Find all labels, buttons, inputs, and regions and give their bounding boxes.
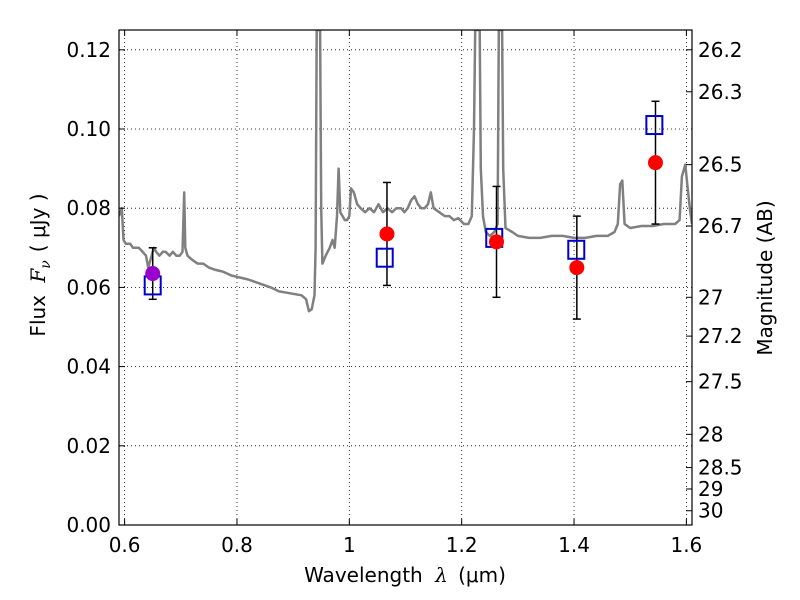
model-photometry-square — [375, 247, 394, 268]
axis-ticks: 0.6 0.8 1 1.2 1.4 1.6 0.00 0.02 0.04 0.06 0.08 0.10… — [66, 30, 743, 557]
observed-flux-point — [569, 260, 585, 276]
y2-tick-label: 27.5 — [698, 370, 743, 394]
x-tick-label: 1 — [343, 533, 356, 557]
y-tick-label: 0.12 — [66, 38, 111, 62]
y2-tick-label: 26.3 — [698, 80, 743, 104]
observed-flux-point — [379, 226, 395, 242]
plot-area — [119, 30, 692, 320]
grid-lines — [119, 30, 692, 525]
y2-tick-label: 26.7 — [698, 214, 743, 238]
y-axis-label: Flux Fν( μJy ) — [26, 193, 54, 336]
observed-flux-point — [145, 266, 161, 282]
x-tick-label: 0.8 — [221, 533, 253, 557]
y-tick-label: 0.10 — [66, 117, 111, 141]
y2-tick-label: 26.5 — [698, 153, 743, 177]
y-tick-label: 0.06 — [66, 275, 111, 299]
model-spectrum-line — [119, 30, 692, 313]
model-photometry-square — [645, 115, 664, 136]
x-tick-label: 0.6 — [109, 533, 141, 557]
y-tick-label: 0.04 — [66, 355, 111, 379]
y-tick-label: 0.02 — [66, 434, 111, 458]
y2-axis-label: Magnitude (AB) — [753, 200, 777, 355]
y2-tick-label: 27.2 — [698, 324, 743, 348]
y2-tick-label: 26.2 — [698, 38, 743, 62]
y2-tick-label: 28 — [698, 422, 723, 446]
y2-tick-label: 27 — [698, 285, 723, 309]
y2-tick-label: 30 — [698, 499, 723, 523]
x-tick-label: 1.6 — [670, 533, 702, 557]
y-tick-label: 0.08 — [66, 196, 111, 220]
y-tick-label: 0.00 — [66, 513, 111, 537]
x-axis-label: Wavelength λ (μm) — [304, 563, 506, 587]
model-photometry-square — [567, 239, 586, 260]
plot-frame — [118, 29, 693, 526]
x-tick-label: 1.4 — [558, 533, 590, 557]
y2-tick-label: 28.5 — [698, 456, 743, 480]
observed-flux-point — [647, 155, 663, 171]
observed-flux-point — [489, 234, 505, 250]
x-tick-label: 1.2 — [446, 533, 478, 557]
y2-tick-label: 29 — [698, 477, 723, 501]
